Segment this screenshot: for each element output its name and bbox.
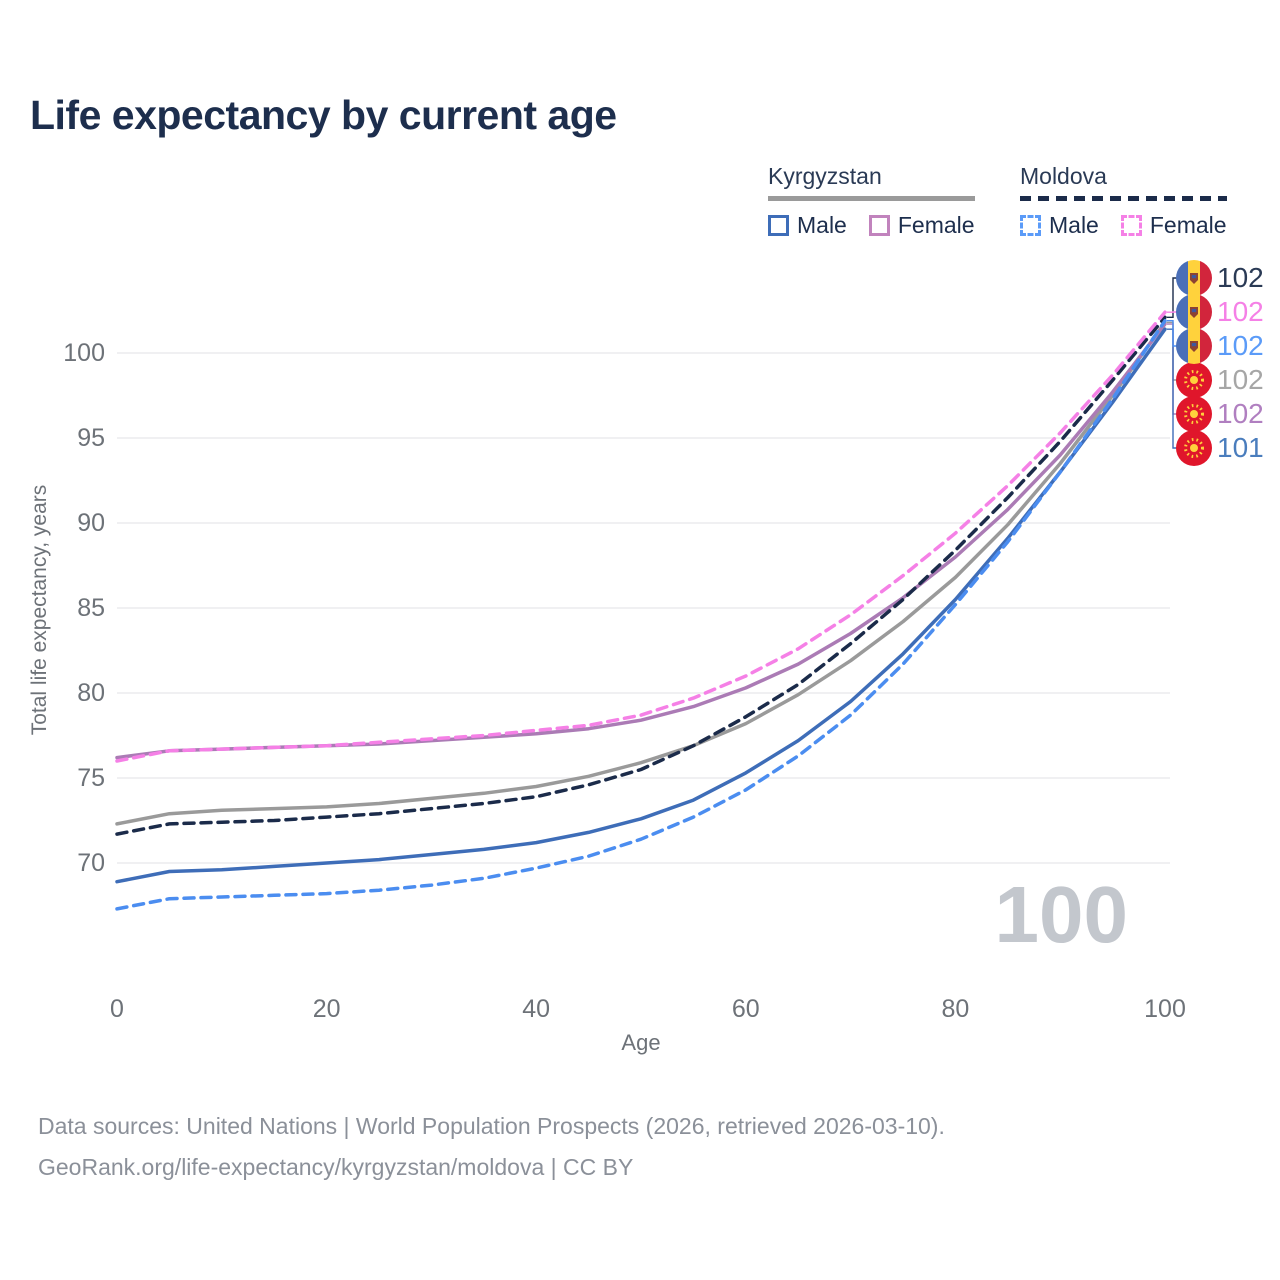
y-tick-label: 90	[77, 509, 105, 537]
y-tick-label: 75	[77, 764, 105, 792]
y-tick-label: 80	[77, 679, 105, 707]
label-connector	[1167, 323, 1177, 415]
kyrgyzstan-flag-icon	[1176, 396, 1212, 432]
legend-toggle-kyrgyzstan-male[interactable]: Male	[768, 212, 847, 239]
moldova-flag-icon	[1176, 328, 1212, 364]
x-tick-label: 100	[1144, 995, 1186, 1023]
y-tick-label: 100	[63, 339, 105, 367]
kyrgyzstan-flag-icon	[1176, 430, 1212, 466]
footer: Data sources: United Nations | World Pop…	[38, 1106, 945, 1188]
legend-toggle-moldova-male[interactable]: Male	[1020, 212, 1099, 239]
moldova-line-swatch	[1020, 196, 1227, 201]
x-tick-label: 60	[732, 995, 760, 1023]
x-tick-label: 0	[110, 995, 124, 1023]
kyrgyzstan-flag-icon	[1176, 362, 1212, 398]
series-line-kyrgyzstan-total[interactable]	[115, 320, 1167, 826]
attribution-link[interactable]: GeoRank.org/life-expectancy/kyrgyzstan/m…	[38, 1154, 634, 1180]
end-value-label-moldova-male: 102	[1217, 330, 1264, 361]
end-value-label-kyrgyzstan-male: 101	[1217, 432, 1264, 463]
label-connector	[1167, 328, 1177, 449]
y-tick-label: 95	[77, 424, 105, 452]
legend-item-label: Male	[797, 212, 847, 238]
x-tick-label: 20	[313, 995, 341, 1023]
legend-group-moldova: Moldova Male Female	[1020, 163, 1227, 239]
end-value-label-kyrgyzstan-total: 102	[1217, 364, 1264, 395]
kyrgyzstan-line-swatch	[768, 196, 975, 201]
moldova-flag-icon	[1176, 260, 1212, 296]
legend-toggle-moldova-female[interactable]: Female	[1120, 212, 1227, 239]
moldova-flag-icon	[1176, 294, 1212, 330]
y-axis-title: Total life expectancy, years	[28, 485, 51, 736]
end-value-label-kyrgyzstan-female: 102	[1217, 398, 1264, 429]
data-sources-text: Data sources: United Nations | World Pop…	[38, 1113, 945, 1139]
label-connector	[1167, 277, 1177, 318]
x-axis-title: Age	[621, 1030, 660, 1055]
legend-group-kyrgyzstan: Kyrgyzstan Male Female	[768, 163, 975, 239]
legend-group-title: Moldova	[1020, 163, 1107, 189]
male-swatch-icon	[1020, 215, 1041, 236]
legend: Kyrgyzstan Male Female Moldova Male	[0, 163, 1280, 243]
age-counter-watermark: 100	[995, 870, 1128, 959]
legend-item-label: Male	[1049, 212, 1099, 238]
x-tick-label: 40	[522, 995, 550, 1023]
series-line-kyrgyzstan-male[interactable]	[115, 327, 1167, 884]
x-tick-label: 80	[941, 995, 969, 1023]
end-value-label-moldova-total: 102	[1217, 262, 1264, 293]
y-tick-label: 70	[77, 849, 105, 877]
label-connector	[1167, 320, 1177, 347]
legend-item-label: Female	[897, 212, 975, 238]
series-line-moldova-total[interactable]	[115, 315, 1167, 836]
female-swatch-icon	[1120, 215, 1142, 236]
page-title: Life expectancy by current age	[30, 92, 617, 138]
series-line-moldova-female[interactable]	[115, 310, 1167, 763]
label-connector	[1167, 321, 1177, 381]
series-line-moldova-male[interactable]	[115, 318, 1167, 911]
female-swatch-icon	[868, 215, 890, 236]
legend-item-label: Female	[1149, 212, 1227, 238]
legend-group-title: Kyrgyzstan	[768, 163, 882, 189]
end-value-label-moldova-female: 102	[1217, 296, 1264, 327]
y-tick-label: 85	[77, 594, 105, 622]
legend-toggle-kyrgyzstan-female[interactable]: Female	[868, 212, 975, 239]
male-swatch-icon	[768, 215, 789, 236]
